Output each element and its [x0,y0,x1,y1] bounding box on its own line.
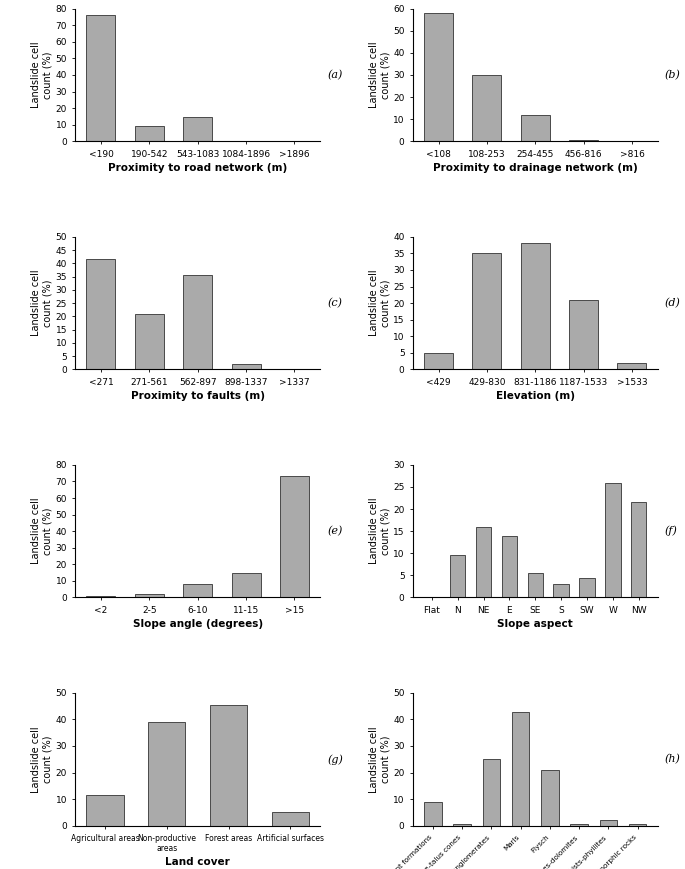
Bar [424,353,453,369]
Bar [135,314,164,369]
Bar [232,573,260,598]
Bar [521,243,550,369]
Bar [501,535,517,598]
X-axis label: Elevation (m): Elevation (m) [496,391,575,401]
Bar [541,770,559,826]
Bar [450,555,465,598]
Y-axis label: Landslide cell
count (%): Landslide cell count (%) [31,726,53,793]
Y-axis label: Landslide cell
count (%): Landslide cell count (%) [31,42,53,109]
Bar [86,16,116,142]
Bar [580,578,595,598]
Y-axis label: Landslide cell
count (%): Landslide cell count (%) [369,42,390,109]
Bar [631,502,647,598]
Bar [148,722,186,826]
Text: (c): (c) [327,298,342,308]
Bar [424,802,442,826]
Bar [569,140,598,142]
Bar [473,75,501,142]
Bar [473,254,501,369]
Bar [135,125,164,142]
Text: (g): (g) [327,754,343,765]
Bar [569,300,598,369]
Bar [424,13,453,142]
Y-axis label: Landslide cell
count (%): Landslide cell count (%) [369,726,390,793]
Bar [605,482,621,598]
Bar [135,594,164,598]
Bar [512,712,530,826]
X-axis label: Slope aspect: Slope aspect [497,619,573,629]
Bar [527,574,543,598]
Bar [272,813,309,826]
Text: (b): (b) [665,70,681,80]
Y-axis label: Landslide cell
count (%): Landslide cell count (%) [31,269,53,336]
Y-axis label: Landslide cell
count (%): Landslide cell count (%) [31,498,53,565]
Bar [617,362,647,369]
Bar [86,259,116,369]
X-axis label: Proximity to road network (m): Proximity to road network (m) [108,163,287,173]
Bar [553,584,569,598]
Text: (h): (h) [665,754,681,765]
Bar [521,115,550,142]
Bar [210,705,247,826]
Bar [86,795,123,826]
Text: (a): (a) [327,70,342,80]
Text: (e): (e) [327,526,342,536]
X-axis label: Proximity to drainage network (m): Proximity to drainage network (m) [433,163,638,173]
Y-axis label: Landslide cell
count (%): Landslide cell count (%) [369,269,390,336]
X-axis label: Slope angle (degrees): Slope angle (degrees) [133,619,263,629]
Bar [232,364,260,369]
Bar [183,584,212,598]
Bar [280,476,309,598]
X-axis label: Land cover: Land cover [165,858,230,867]
Bar [183,275,212,369]
Bar [571,824,588,826]
X-axis label: Proximity to faults (m): Proximity to faults (m) [131,391,264,401]
Bar [629,824,647,826]
Y-axis label: Landslide cell
count (%): Landslide cell count (%) [369,498,390,565]
Bar [453,824,471,826]
Text: (d): (d) [665,298,681,308]
Bar [476,527,491,598]
Bar [183,117,212,142]
Bar [483,760,500,826]
Text: (f): (f) [665,526,678,536]
Bar [599,820,617,826]
Bar [86,596,116,598]
